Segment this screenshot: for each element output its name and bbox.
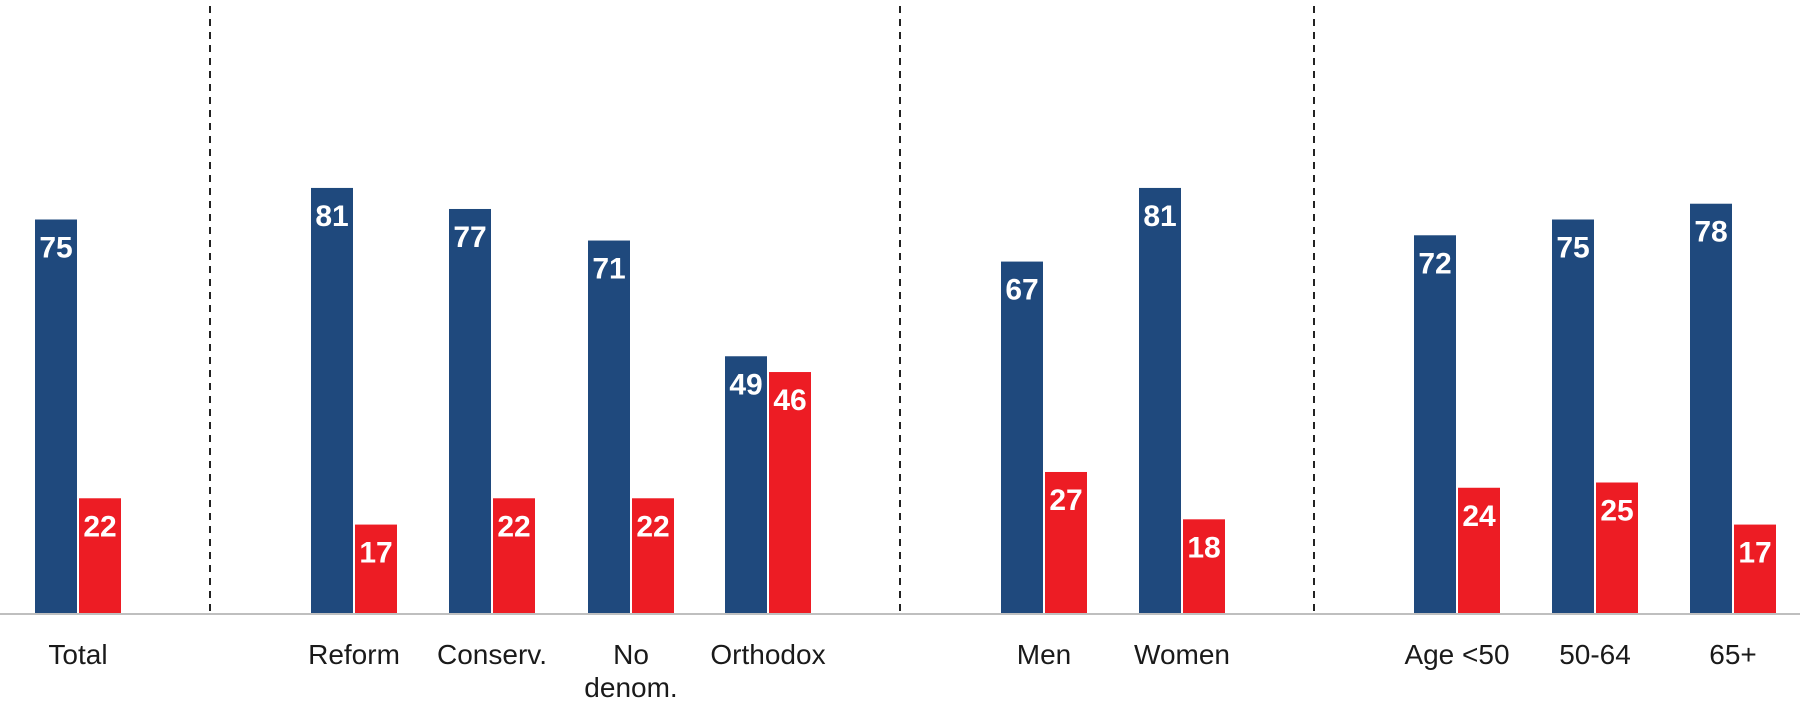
bar-men-red bbox=[1045, 471, 1087, 614]
value-label-men-red: 27 bbox=[1049, 484, 1082, 517]
value-label-age-50-red: 24 bbox=[1462, 500, 1496, 533]
category-label-men: Men bbox=[1017, 639, 1071, 670]
value-label-age-50-blue: 72 bbox=[1418, 247, 1451, 280]
category-label-total: Total bbox=[48, 639, 107, 670]
category-label-65: 65+ bbox=[1709, 639, 1757, 670]
category-label-orthodox: Orthodox bbox=[710, 639, 825, 670]
category-labels: Total Reform Conserv. No denom. Orthodox Men Wo… bbox=[48, 639, 1756, 703]
bar-men-blue bbox=[1001, 261, 1043, 614]
bar-no-denom-red bbox=[632, 498, 674, 614]
group-dividers bbox=[209, 6, 1315, 614]
value-label-orthodox-blue: 49 bbox=[729, 368, 762, 401]
value-label-reform-red: 17 bbox=[359, 537, 392, 570]
bar-50-64-red bbox=[1596, 482, 1638, 614]
value-label-no-denom-red: 22 bbox=[636, 510, 669, 543]
value-label-orthodox-red: 46 bbox=[773, 384, 806, 417]
category-label-conserv: Conserv. bbox=[437, 639, 547, 670]
bars bbox=[35, 187, 1776, 615]
bar-65-blue bbox=[1690, 203, 1732, 614]
value-label-65-blue: 78 bbox=[1694, 216, 1727, 249]
bar-no-denom-blue bbox=[588, 240, 630, 615]
bar-orthodox-red bbox=[769, 372, 811, 614]
bar-conserv-red bbox=[493, 498, 535, 614]
bar-50-64-blue bbox=[1552, 219, 1594, 614]
value-label-total-blue: 75 bbox=[39, 232, 72, 265]
category-label-no-denom: No denom. bbox=[584, 639, 677, 703]
value-label-conserv-red: 22 bbox=[497, 510, 530, 543]
value-label-50-64-red: 25 bbox=[1600, 495, 1633, 528]
bar-orthodox-blue bbox=[725, 356, 767, 614]
category-label-women: Women bbox=[1134, 639, 1230, 670]
bar-conserv-blue bbox=[449, 208, 491, 615]
value-label-no-denom-blue: 71 bbox=[592, 253, 625, 286]
bar-women-blue bbox=[1139, 187, 1181, 614]
category-label-50-64: 50-64 bbox=[1559, 639, 1631, 670]
bar-age-50-blue bbox=[1414, 235, 1456, 614]
value-labels: 75 22 81 17 77 22 71 22 49 46 67 27 81 18 72 24 75 25 78 17 bbox=[39, 200, 1771, 570]
bar-total-blue bbox=[35, 219, 77, 614]
value-label-women-blue: 81 bbox=[1143, 200, 1176, 233]
value-label-women-red: 18 bbox=[1187, 531, 1220, 564]
bar-reform-red bbox=[355, 524, 397, 614]
value-label-total-red: 22 bbox=[83, 510, 116, 543]
value-label-reform-blue: 81 bbox=[315, 200, 348, 233]
bar-women-red bbox=[1183, 519, 1225, 614]
value-label-men-blue: 67 bbox=[1005, 274, 1038, 307]
bar-65-red bbox=[1734, 524, 1776, 614]
value-label-conserv-blue: 77 bbox=[453, 221, 486, 254]
value-label-65-red: 17 bbox=[1738, 537, 1771, 570]
category-label-age-50: Age <50 bbox=[1404, 639, 1509, 670]
category-label-reform: Reform bbox=[308, 639, 400, 670]
bar-reform-blue bbox=[311, 187, 353, 614]
value-label-50-64-blue: 75 bbox=[1556, 232, 1589, 265]
bar-total-red bbox=[79, 498, 121, 614]
bar-age-50-red bbox=[1458, 487, 1500, 614]
